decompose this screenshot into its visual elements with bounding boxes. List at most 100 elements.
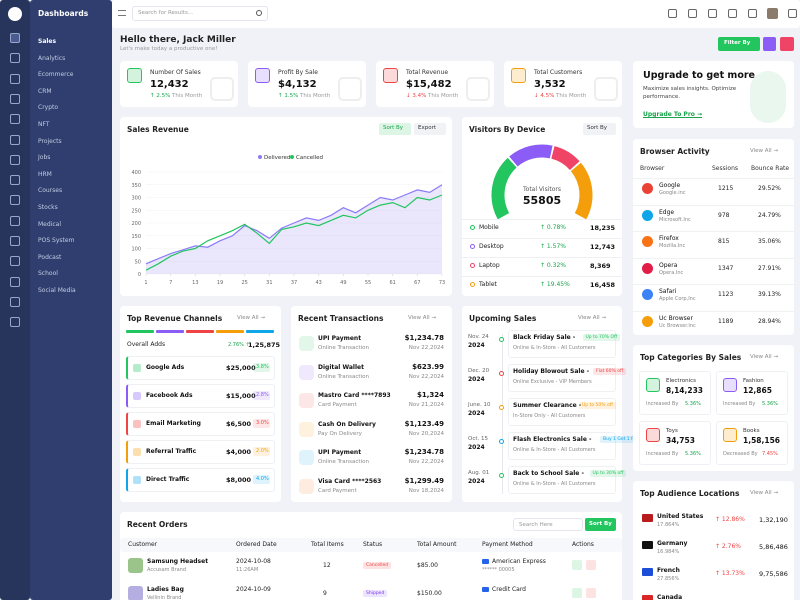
donut-segment xyxy=(570,162,593,220)
browser-logo xyxy=(642,289,653,300)
sort-button[interactable]: Sort By xyxy=(585,518,616,531)
x-tick-label: 1 xyxy=(144,280,147,286)
nav-item[interactable]: Projects xyxy=(38,137,62,145)
header-icon[interactable] xyxy=(748,9,757,18)
row-divider xyxy=(633,284,794,285)
legend-label: Desktop xyxy=(479,243,504,250)
sort-button[interactable]: Sort By xyxy=(583,123,616,135)
search-box[interactable]: Search for Results... xyxy=(132,6,268,21)
x-tick-label: 49 xyxy=(340,280,346,286)
view-all-link[interactable]: View All → xyxy=(750,490,778,496)
view-action[interactable] xyxy=(572,560,582,570)
transaction-date: Nov 20,2024 xyxy=(408,430,444,437)
progress-segment xyxy=(216,330,244,333)
nav-icon[interactable] xyxy=(10,236,20,246)
nav-item[interactable]: Analytics xyxy=(38,54,66,62)
nav-icon[interactable] xyxy=(10,276,20,287)
header-icon[interactable] xyxy=(728,9,737,18)
view-action[interactable] xyxy=(572,588,582,598)
stat-value: $4,132 xyxy=(278,79,317,90)
header-icon[interactable] xyxy=(788,9,797,18)
nav-item[interactable]: CRM xyxy=(38,87,52,95)
nav-icon[interactable] xyxy=(10,317,20,328)
stat-value: 12,432 xyxy=(150,79,189,90)
channel-name: Google Ads xyxy=(146,364,185,371)
delete-action[interactable] xyxy=(586,560,596,570)
upgrade-link[interactable]: Upgrade To Pro → xyxy=(643,111,703,118)
delete-action[interactable] xyxy=(586,588,596,598)
nav-item[interactable]: Podcast xyxy=(38,253,62,261)
nav-icon[interactable] xyxy=(10,154,20,165)
channel-row xyxy=(126,412,275,436)
column-header: Total Amount xyxy=(417,541,457,548)
avatar[interactable] xyxy=(767,8,778,19)
nav-item[interactable]: Jobs xyxy=(38,154,51,162)
nav-item[interactable]: Social Media xyxy=(38,287,76,294)
transaction-amount: $623.99 xyxy=(412,362,444,371)
menu-toggle[interactable] xyxy=(118,10,126,16)
sale-detail: Online Exclusive - VIP Members xyxy=(513,379,592,385)
action-button[interactable] xyxy=(780,37,794,51)
nav-item[interactable]: Sales xyxy=(38,38,57,45)
browser-name: Safari xyxy=(659,288,677,295)
nav-item[interactable]: School xyxy=(38,270,58,278)
header-icon[interactable] xyxy=(688,9,697,18)
nav-icon[interactable] xyxy=(10,195,20,206)
transaction-name: UPI Payment xyxy=(318,335,362,342)
stat-icon xyxy=(383,68,398,83)
view-all-link[interactable]: View All → xyxy=(750,148,778,154)
nav-item[interactable]: NFT xyxy=(38,121,50,128)
nav-item[interactable]: Ecommerce xyxy=(38,71,74,79)
sale-month: Oct. 15 xyxy=(468,436,489,442)
orders-search[interactable]: Search Here xyxy=(513,518,583,531)
nav-icon[interactable] xyxy=(10,256,20,267)
nav-icon[interactable] xyxy=(10,33,20,43)
greeting: Hello there, Jack Miller xyxy=(120,35,236,45)
timeline-dot xyxy=(499,405,504,410)
browser-name: Edge xyxy=(659,208,675,216)
sale-badge: Up to 30% off xyxy=(589,470,627,477)
nav-item[interactable]: HRM xyxy=(38,170,52,178)
view-all-link[interactable]: View All → xyxy=(237,315,265,321)
flag xyxy=(642,595,653,600)
nav-item[interactable]: Crypto xyxy=(38,104,59,112)
nav-icon[interactable] xyxy=(10,296,20,307)
x-tick-label: 43 xyxy=(315,280,321,286)
card: Profit By Sale $4,132 ↑ 1.5% This Month xyxy=(248,61,366,107)
order-time: 11:26AM xyxy=(236,567,259,573)
filter-button[interactable]: Filter By xyxy=(718,37,760,51)
view-all-link[interactable]: View All → xyxy=(408,315,436,321)
view-all-link[interactable]: View All → xyxy=(578,315,606,321)
transaction-amount: $1,299.49 xyxy=(404,477,444,485)
channel-amount: $8,000 xyxy=(226,476,252,484)
legend-marker xyxy=(290,155,294,159)
column-header: Actions xyxy=(572,541,594,548)
legend-label: Delivered xyxy=(264,155,290,161)
country-name: French xyxy=(657,567,680,574)
nav-item[interactable]: Medical xyxy=(38,220,61,228)
column-header: Sessions xyxy=(712,165,739,172)
channel-rate: 4.0% xyxy=(253,475,270,484)
nav-icon[interactable] xyxy=(10,134,20,145)
header-icon[interactable] xyxy=(708,9,717,18)
nav-item[interactable]: Courses xyxy=(38,187,63,195)
nav-icon[interactable] xyxy=(10,93,20,104)
view-all-link[interactable]: View All → xyxy=(750,354,778,360)
action-button[interactable] xyxy=(763,37,776,51)
category-change: 5.36% xyxy=(685,401,701,407)
header-icon[interactable] xyxy=(668,9,677,18)
card: Recent Transactions View All → UPI Payment… xyxy=(291,306,452,502)
nav-item[interactable]: POS System xyxy=(38,237,75,245)
category-change: 7.45% xyxy=(762,451,778,457)
export-label: Export xyxy=(418,125,437,131)
nav-icon[interactable] xyxy=(10,175,20,186)
sort-button[interactable]: Sort By xyxy=(379,123,411,135)
product-name: Samsung Headset xyxy=(147,558,209,565)
audience-share: 27.856% xyxy=(657,576,680,582)
nav-icon[interactable] xyxy=(10,53,20,64)
nav-item[interactable]: Stocks xyxy=(38,204,58,211)
nav-icon[interactable] xyxy=(10,215,20,226)
export-button[interactable]: Export xyxy=(414,123,446,135)
nav-icon[interactable] xyxy=(10,114,20,125)
nav-icon[interactable] xyxy=(10,73,20,84)
